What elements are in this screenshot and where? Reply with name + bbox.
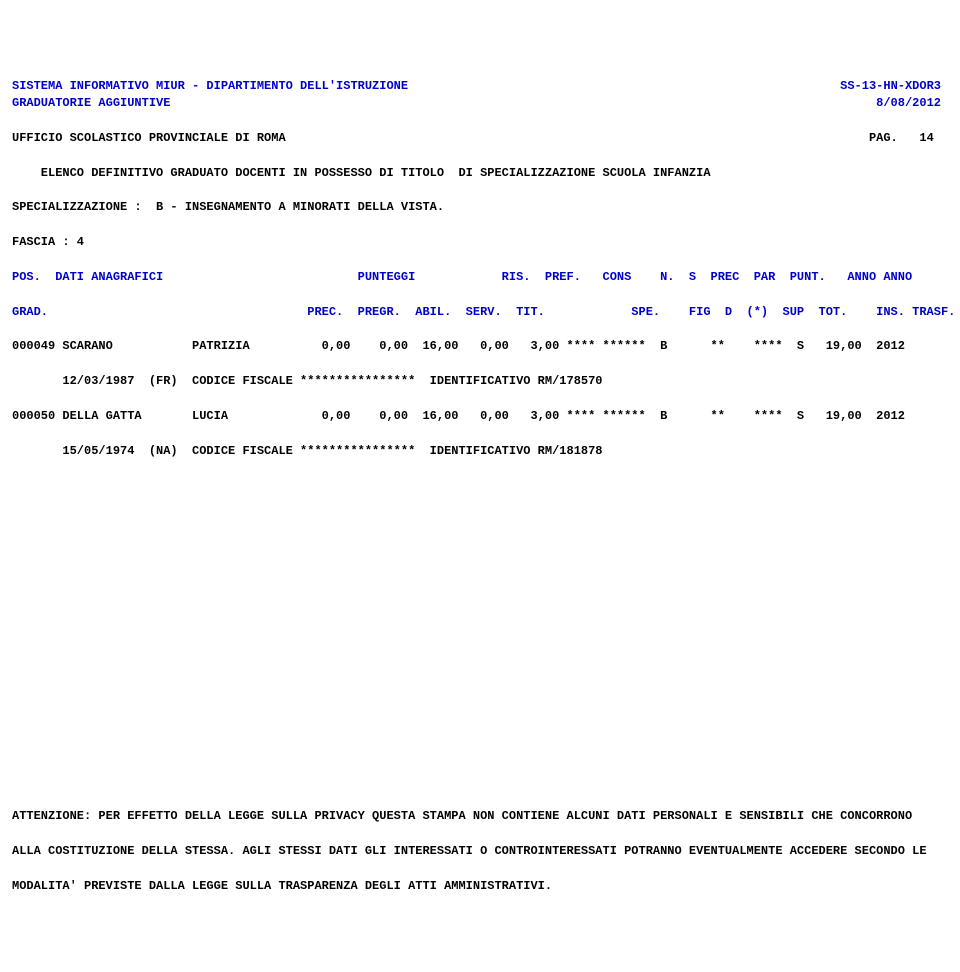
footer-line-2: ALLA COSTITUZIONE DELLA STESSA. AGLI STE… — [12, 844, 927, 858]
table-row: 000050 DELLA GATTA LUCIA 0,00 0,00 16,00… — [12, 409, 905, 423]
system-header-line2-right: 8/08/2012 — [876, 96, 941, 110]
specializzazione-line: SPECIALIZZAZIONE : B - INSEGNAMENTO A MI… — [12, 200, 444, 214]
fascia-line: FASCIA : 4 — [12, 235, 84, 249]
table-row-detail: 15/05/1974 (NA) CODICE FISCALE *********… — [12, 444, 603, 458]
spacer — [408, 79, 840, 93]
office-line-right: PAG. 14 — [869, 131, 934, 145]
table-header-row2: GRAD. PREC. PREGR. ABIL. SERV. TIT. SPE.… — [12, 305, 955, 319]
elenco-line: ELENCO DEFINITIVO GRADUATO DOCENTI IN PO… — [12, 166, 711, 180]
system-header-line1-left: SISTEMA INFORMATIVO MIUR - DIPARTIMENTO … — [12, 79, 408, 93]
footer-line-1: ATTENZIONE: PER EFFETTO DELLA LEGGE SULL… — [12, 809, 912, 823]
table-header-row1: POS. DATI ANAGRAFICI PUNTEGGI RIS. PREF.… — [12, 270, 912, 284]
system-header-line2-left: GRADUATORIE AGGIUNTIVE — [12, 96, 170, 110]
spacer — [286, 131, 869, 145]
system-header-line1-right: SS-13-HN-XDOR3 — [840, 79, 941, 93]
spacer — [170, 96, 876, 110]
table-row-detail: 12/03/1987 (FR) CODICE FISCALE *********… — [12, 374, 603, 388]
footer-line-3: MODALITA' PREVISTE DALLA LEGGE SULLA TRA… — [12, 879, 552, 893]
table-row: 000049 SCARANO PATRIZIA 0,00 0,00 16,00 … — [12, 339, 905, 353]
office-line-left: UFFICIO SCOLASTICO PROVINCIALE DI ROMA — [12, 131, 286, 145]
